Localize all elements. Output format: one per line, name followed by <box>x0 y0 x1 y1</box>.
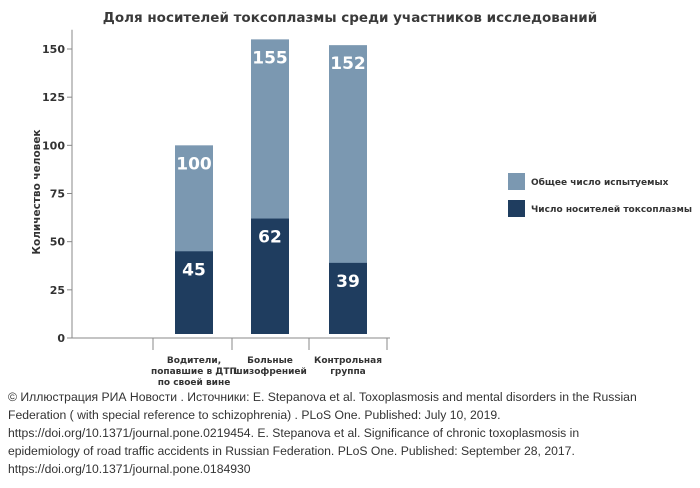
data-label-total: 155 <box>252 48 288 68</box>
category-label-line: Больные <box>247 356 293 366</box>
legend-label: Число носителей токсоплазмы <box>531 205 692 215</box>
category-label-line: Контрольная <box>314 356 382 366</box>
y-tick-label: 150 <box>42 43 65 56</box>
y-tick-label: 125 <box>42 91 65 104</box>
data-label-carriers: 39 <box>336 272 360 292</box>
bar-chart: Доля носителей токсоплазмы среди участни… <box>31 10 692 388</box>
legend: Общее число испытуемых Число носителей то… <box>508 173 692 217</box>
category-label: Контрольная группа <box>314 356 382 377</box>
source-line: epidemiology of road traffic accidents i… <box>8 444 575 458</box>
source-line: https://doi.org/10.1371/journal.pone.021… <box>8 426 580 440</box>
category-label: Больные шизофренией <box>233 356 307 377</box>
category-label-line: Водители, <box>167 356 221 366</box>
legend-swatch <box>508 173 525 190</box>
category-label-line: попавшие в ДТП <box>151 367 237 377</box>
source-caption: © Иллюстрация РИА Новости . Источники: E… <box>8 388 694 478</box>
category-label-line: группа <box>330 367 366 377</box>
legend-swatch <box>508 200 525 217</box>
category-labels: Водители, попавшие в ДТП по своей винеБоль… <box>151 356 382 388</box>
category-label-line: по своей вине <box>158 378 231 388</box>
legend-label: Общее число испытуемых <box>531 177 669 188</box>
chart-title: Доля носителей токсоплазмы среди участни… <box>103 10 597 26</box>
source-line: Federation ( with special reference to s… <box>8 408 501 422</box>
axes: 0 25 50 75 100 125 150 <box>42 29 390 350</box>
y-tick-label: 75 <box>50 188 65 201</box>
y-tick-label: 25 <box>50 284 65 297</box>
y-tick-label: 100 <box>42 139 65 152</box>
source-line: https://doi.org/10.1371/journal.pone.018… <box>8 462 251 476</box>
data-label-total: 100 <box>176 154 212 174</box>
bar-carriers <box>175 251 213 334</box>
bars: 100 45 155 62 152 39 <box>175 39 367 334</box>
y-tick-label: 0 <box>57 332 65 345</box>
source-line: © Иллюстрация РИА Новости . Источники: E… <box>8 390 637 404</box>
bar-carriers <box>329 262 367 334</box>
data-label-total: 152 <box>330 54 366 74</box>
category-label: Водители, попавшие в ДТП по своей вине <box>151 356 237 388</box>
y-tick-label: 50 <box>50 236 66 249</box>
data-label-carriers: 45 <box>182 260 206 280</box>
data-label-carriers: 62 <box>258 228 282 248</box>
category-label-line: шизофренией <box>233 367 307 377</box>
bar-carriers <box>251 218 289 334</box>
y-axis-label: Количество человек <box>31 129 43 254</box>
